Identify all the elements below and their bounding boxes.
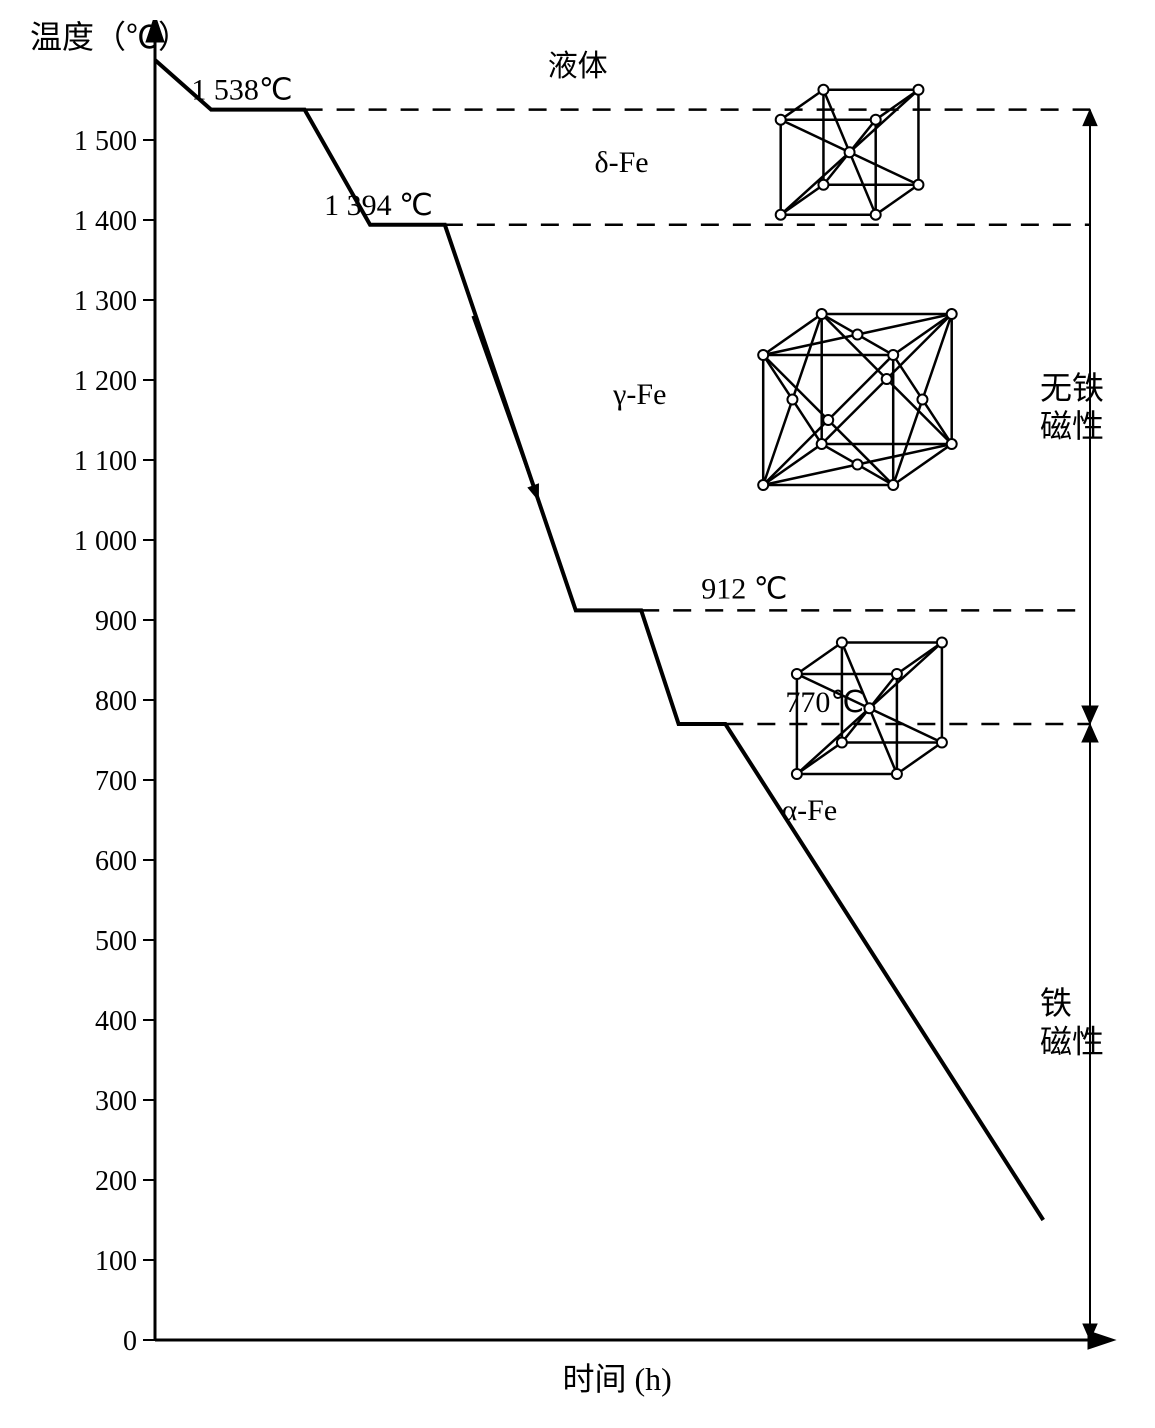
cooling-curve [155, 60, 1043, 1220]
isotherm-label: 1 394 ℃ [324, 189, 433, 222]
y-tick-label: 800 [95, 686, 137, 717]
fcc-crystal [758, 309, 957, 490]
y-tick-label: 1 000 [74, 526, 137, 557]
chart-svg: 0 100 200 300 400 500 600 700 800 900 1 000 1 100 1 … [20, 20, 1135, 1408]
range-label: 无铁磁性 [1040, 370, 1104, 444]
y-axis-label: 温度（℃） [30, 20, 190, 55]
axes: 0 100 200 300 400 500 600 700 800 900 1 000 1 100 1 … [30, 20, 1115, 1397]
y-tick-label: 1 300 [74, 286, 137, 317]
y-tick-label: 600 [95, 846, 137, 877]
phase-label: 液体 [548, 50, 608, 83]
y-tick-label: 400 [95, 1006, 137, 1037]
range-label: 铁磁性 [1040, 985, 1104, 1059]
y-tick-label: 100 [95, 1246, 137, 1277]
y-tick-label: 1 400 [74, 206, 137, 237]
bcc-crystal [776, 85, 924, 220]
phase-label: δ-Fe [594, 146, 648, 179]
y-tick-label: 900 [95, 606, 137, 637]
y-tick-label: 1 200 [74, 366, 137, 397]
y-tick-label: 300 [95, 1086, 137, 1117]
isotherm-label: 1 538℃ [191, 74, 292, 107]
isotherm-label: 912 ℃ [701, 572, 787, 605]
cooling-curve-diagram: 0 100 200 300 400 500 600 700 800 900 1 000 1 100 1 … [20, 20, 1135, 1408]
x-axis-label: 时间 (h) [563, 1361, 672, 1397]
y-tick-label: 700 [95, 766, 137, 797]
phase-label: γ-Fe [612, 378, 666, 411]
phase-label: α-Fe [781, 794, 837, 827]
y-tick-label: 500 [95, 926, 137, 957]
y-tick-label: 0 [123, 1326, 137, 1357]
y-tick-label: 1 100 [74, 446, 137, 477]
y-tick-label: 1 500 [74, 126, 137, 157]
y-tick-label: 200 [95, 1166, 137, 1197]
